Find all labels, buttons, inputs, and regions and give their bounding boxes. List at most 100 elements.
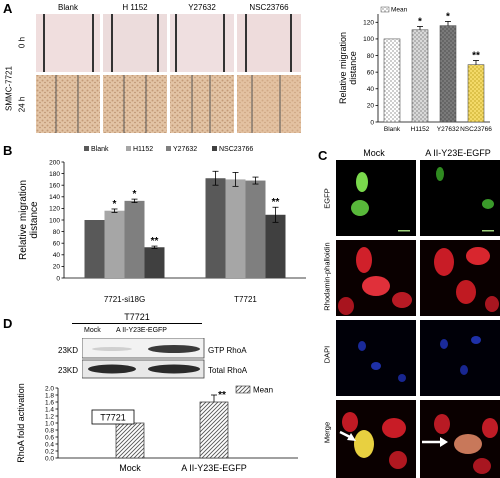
- chart-b-y-tick-label: 0: [56, 275, 60, 282]
- chart-a-y-label-line2: distance: [348, 51, 358, 85]
- image-24h-y27632: [170, 75, 234, 133]
- chart-b-bar-t7721-nsc23766: [265, 214, 286, 278]
- image-egfp-treated: [420, 160, 500, 236]
- chart-b-legend-label-y27632: Y27632: [173, 146, 197, 153]
- chart-a-x-label-nsc23766: NSC23766: [460, 126, 492, 133]
- image-dapi-treated: [420, 320, 500, 396]
- western-blot: [82, 338, 205, 379]
- col-header-mock: Mock: [363, 148, 385, 158]
- wound-healing-images: [36, 14, 301, 133]
- chart-a-bar-nsc23766: [467, 64, 485, 123]
- image-egfp-mock: [336, 160, 416, 236]
- chart-b-bar-7721-si18g-y27632: [124, 200, 145, 278]
- panel-d-chart: 0.00.20.40.60.81.01.21.41.61.82.0 RhoA fo…: [16, 383, 298, 473]
- chart-b-y-tick-label: 180: [49, 171, 60, 178]
- chart-b-legend-swatch-blank: [84, 146, 89, 151]
- chart-a-bar-h1152: [411, 29, 429, 123]
- chart-b-bar-t7721-blank: [205, 178, 226, 278]
- chart-a-significance: *: [446, 11, 450, 22]
- blot-title: T7721: [124, 312, 150, 322]
- chart-b-y-tick-label: 160: [49, 183, 60, 190]
- image-rhodamin-treated: [420, 240, 500, 316]
- chart-a-bar-y27632: [439, 25, 457, 123]
- chart-d-annotation-box: [91, 409, 135, 425]
- chart-a-y-tick-label: 120: [363, 20, 374, 27]
- chart-b-y-tick-label: 200: [49, 159, 60, 166]
- chart-a-y-tick-label: 100: [363, 36, 374, 43]
- chart-d-y-tick-label: 0.4: [45, 441, 54, 448]
- image-24h-nsc23766: [237, 75, 301, 133]
- chart-a-significance: **: [472, 51, 480, 62]
- chart-a-y-label-line1: Relative migration: [338, 32, 348, 104]
- blot-lane-mock: Mock: [84, 327, 101, 334]
- row-label-24h: 24 h: [17, 96, 27, 113]
- chart-d-significance: **: [218, 390, 226, 401]
- row-label-rhodamin: Rhodamin-phalloidin: [322, 242, 332, 311]
- chart-a-y-tick-label: 60: [367, 69, 375, 76]
- blot-size-gtp: 23KD: [58, 346, 79, 355]
- row-label-0h: 0 h: [17, 36, 27, 49]
- cell-line-label: SMMC-7721: [4, 66, 14, 111]
- col-header-h1152: H 1152: [122, 3, 148, 12]
- col-header-y27632: Y27632: [188, 3, 216, 12]
- chart-b-legend-swatch-y27632: [166, 146, 171, 151]
- row-24h-wrap: 24 h: [15, 90, 29, 120]
- chart-d-y-tick-label: 0.2: [45, 448, 54, 455]
- chart-b-y-tick-label: 120: [49, 206, 60, 213]
- chart-b-y-tick-label: 140: [49, 194, 60, 201]
- chart-a-legend-swatch: [380, 6, 390, 13]
- row-label-dapi: DAPI: [322, 345, 332, 364]
- image-24h-blank: [36, 75, 100, 133]
- blot-title-rule: [72, 323, 202, 324]
- chart-a-x-label-blank: Blank: [384, 126, 401, 133]
- panel-a-label: A: [3, 1, 13, 16]
- chart-d-y-tick-label: 2.0: [45, 385, 54, 392]
- image-0h-nsc23766: [237, 14, 301, 72]
- row-label-merge: Merge: [322, 421, 332, 444]
- chart-d-x-label-a-ii-y23e-egfp: A II-Y23E-EGFP: [181, 463, 247, 473]
- blot-band-gtp-rhoa: [82, 338, 205, 359]
- blot-name-gtp: GTP RhoA: [208, 346, 247, 355]
- arrow-treated-icon: [422, 437, 448, 447]
- chart-b-y-tick-label: 40: [53, 252, 61, 259]
- chart-d-legend-label: Mean: [253, 386, 273, 395]
- chart-a-y-tick-label: 20: [367, 103, 375, 110]
- chart-b-significance: **: [272, 197, 280, 208]
- chart-b-bar-t7721-h1152: [225, 179, 246, 278]
- image-24h-h1152: [103, 75, 167, 133]
- chart-b-y-tick-label: 20: [53, 264, 61, 271]
- chart-b-bar-7721-si18g-nsc23766: [144, 247, 165, 278]
- chart-b-bar-7721-si18g-h1152: [104, 210, 125, 278]
- blot-size-total: 23KD: [58, 366, 79, 375]
- chart-b-y-label-line1: Relative migration: [18, 180, 29, 260]
- chart-a-y-tick-label: 40: [367, 86, 375, 93]
- panel-c-label: C: [318, 148, 328, 163]
- panel-a-chart: 0 20 40 60 80 100 120 Relative migration distanc…: [338, 6, 492, 134]
- chart-d-y-tick-label: 1.6: [45, 399, 54, 406]
- chart-d-legend-swatch: [235, 385, 251, 394]
- chart-b-legend-label-blank: Blank: [91, 146, 109, 153]
- chart-a-significance: *: [418, 16, 422, 27]
- blot-band-total-rhoa: [82, 359, 205, 379]
- chart-a-y-tick-label: 80: [367, 53, 375, 60]
- chart-b-legend-swatch-h1152: [126, 146, 131, 151]
- blot-lane-treated: A II-Y23E-EGFP: [116, 327, 167, 334]
- panel-c-row-labels: EGFP Rhodamin-phalloidin DAPI Merge: [318, 160, 336, 478]
- chart-a-bar-blank: [383, 38, 401, 123]
- chart-b-bar-7721-si18g-blank: [84, 220, 105, 278]
- chart-b-significance: *: [113, 199, 117, 210]
- image-0h-y27632: [170, 14, 234, 72]
- row-0h-wrap: 0 h: [15, 28, 29, 58]
- col-header-aii-y23e-egfp: A II-Y23E-EGFP: [425, 148, 491, 158]
- chart-d-y-tick-label: 1.4: [45, 406, 54, 413]
- chart-d-y-tick-label: 0.6: [45, 434, 54, 441]
- chart-b-legend-swatch-nsc23766: [212, 146, 217, 151]
- chart-d-y-label: RhoA fold activation: [16, 383, 26, 463]
- chart-a-y-tick-label: 0: [370, 119, 374, 126]
- chart-d-y-tick-label: 1.2: [45, 413, 54, 420]
- image-dapi-mock: [336, 320, 416, 396]
- chart-a-x-label-y27632: Y27632: [437, 126, 460, 133]
- chart-d-y-tick-label: 0.0: [45, 455, 54, 462]
- image-rhodamin-mock: [336, 240, 416, 316]
- chart-b-y-tick-label: 60: [53, 241, 61, 248]
